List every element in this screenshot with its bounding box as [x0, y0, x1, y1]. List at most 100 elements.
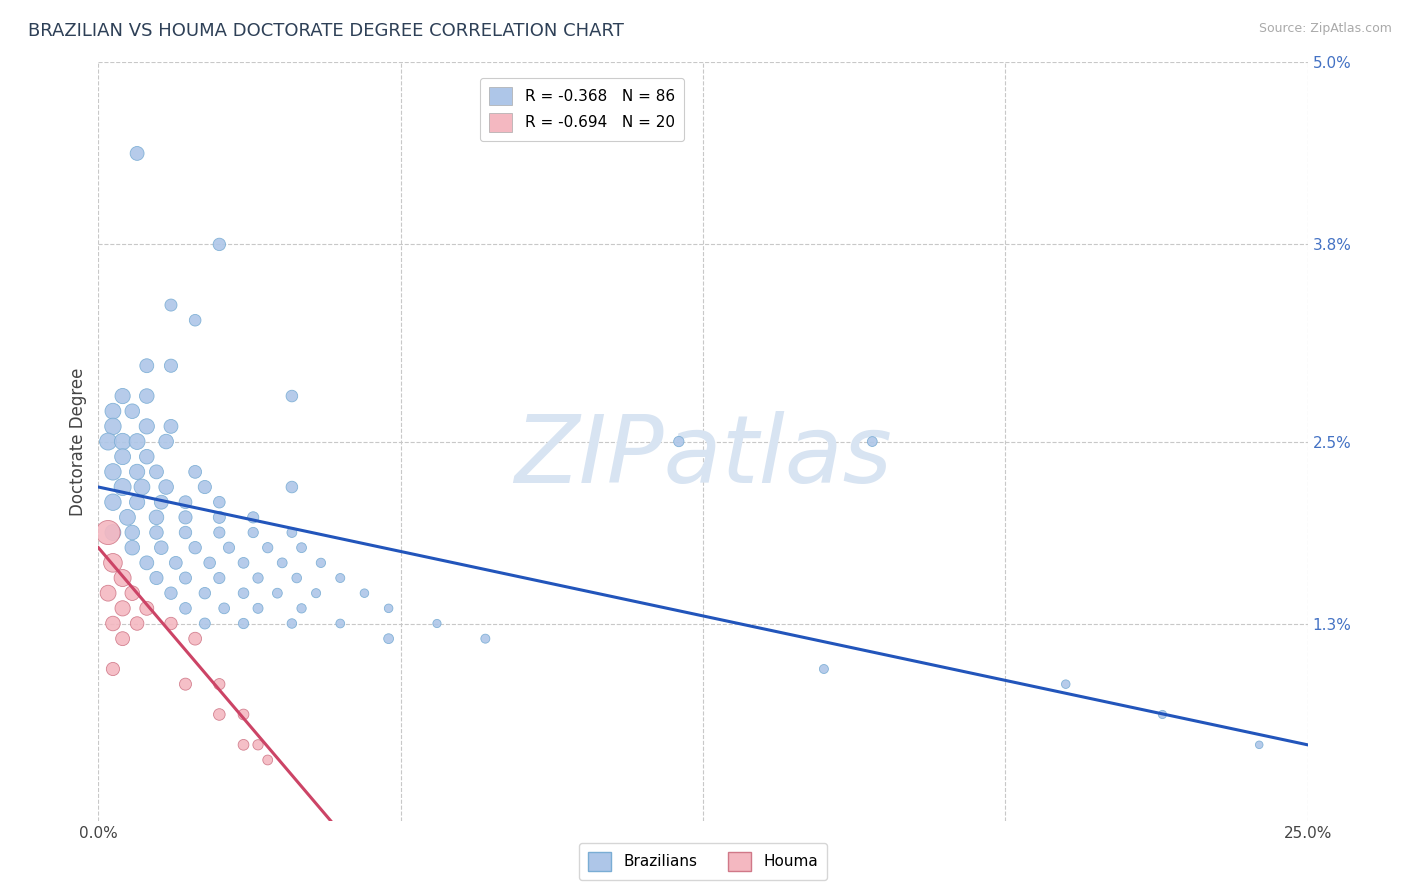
- Point: [208, 707, 231, 722]
- Point: [111, 434, 134, 449]
- Point: [174, 525, 197, 540]
- Point: [290, 541, 312, 555]
- Point: [1249, 738, 1271, 752]
- Point: [232, 707, 254, 722]
- Point: [145, 510, 167, 524]
- Point: [145, 465, 167, 479]
- Point: [256, 541, 278, 555]
- Point: [184, 465, 207, 479]
- Point: [121, 404, 143, 418]
- Point: [247, 601, 270, 615]
- Point: [127, 616, 149, 631]
- Point: [309, 556, 332, 570]
- Point: [160, 586, 183, 600]
- Point: [194, 616, 217, 631]
- Point: [208, 237, 231, 252]
- Point: [174, 495, 197, 509]
- Point: [121, 525, 143, 540]
- Point: [242, 510, 264, 524]
- Point: [198, 556, 221, 570]
- Point: [111, 632, 134, 646]
- Point: [218, 541, 240, 555]
- Text: ZIPatlas: ZIPatlas: [515, 411, 891, 502]
- Text: Source: ZipAtlas.com: Source: ZipAtlas.com: [1258, 22, 1392, 36]
- Point: [474, 632, 496, 646]
- Point: [127, 495, 149, 509]
- Point: [174, 510, 197, 524]
- Point: [131, 480, 153, 494]
- Point: [281, 480, 304, 494]
- Point: [127, 146, 149, 161]
- Point: [668, 434, 690, 449]
- Legend: R = -0.368   N = 86, R = -0.694   N = 20: R = -0.368 N = 86, R = -0.694 N = 20: [481, 78, 683, 141]
- Point: [281, 389, 304, 403]
- Point: [160, 616, 183, 631]
- Point: [426, 616, 449, 631]
- Point: [165, 556, 187, 570]
- Point: [111, 571, 134, 585]
- Point: [285, 571, 308, 585]
- Point: [329, 616, 352, 631]
- Point: [101, 404, 124, 418]
- Point: [160, 419, 183, 434]
- Point: [155, 480, 177, 494]
- Point: [208, 510, 231, 524]
- Point: [208, 677, 231, 691]
- Point: [281, 525, 304, 540]
- Point: [174, 677, 197, 691]
- Point: [97, 586, 120, 600]
- Point: [266, 586, 288, 600]
- Point: [127, 434, 149, 449]
- Point: [135, 359, 157, 373]
- Point: [97, 525, 120, 540]
- Point: [194, 586, 217, 600]
- Point: [101, 419, 124, 434]
- Point: [111, 480, 134, 494]
- Point: [271, 556, 294, 570]
- Point: [145, 525, 167, 540]
- Point: [121, 541, 143, 555]
- Point: [212, 601, 235, 615]
- Point: [111, 601, 134, 615]
- Point: [208, 525, 231, 540]
- Point: [135, 450, 157, 464]
- Point: [194, 480, 217, 494]
- Point: [247, 738, 270, 752]
- Point: [377, 632, 399, 646]
- Point: [184, 541, 207, 555]
- Point: [101, 495, 124, 509]
- Point: [117, 510, 139, 524]
- Point: [97, 434, 120, 449]
- Point: [155, 434, 177, 449]
- Point: [174, 601, 197, 615]
- Point: [160, 359, 183, 373]
- Point: [377, 601, 399, 615]
- Point: [232, 586, 254, 600]
- Point: [290, 601, 312, 615]
- Point: [242, 525, 264, 540]
- Point: [101, 616, 124, 631]
- Point: [353, 586, 375, 600]
- Point: [232, 556, 254, 570]
- Text: BRAZILIAN VS HOUMA DOCTORATE DEGREE CORRELATION CHART: BRAZILIAN VS HOUMA DOCTORATE DEGREE CORR…: [28, 22, 624, 40]
- Point: [208, 495, 231, 509]
- Point: [232, 738, 254, 752]
- Point: [101, 662, 124, 676]
- Point: [135, 601, 157, 615]
- Point: [145, 571, 167, 585]
- Point: [305, 586, 328, 600]
- Point: [150, 495, 173, 509]
- Point: [281, 616, 304, 631]
- Point: [127, 465, 149, 479]
- Point: [813, 662, 835, 676]
- Point: [184, 632, 207, 646]
- Point: [111, 450, 134, 464]
- Point: [860, 434, 883, 449]
- Point: [150, 541, 173, 555]
- Point: [1152, 707, 1174, 722]
- Point: [101, 525, 124, 540]
- Legend: Brazilians, Houma: Brazilians, Houma: [579, 843, 827, 880]
- Y-axis label: Doctorate Degree: Doctorate Degree: [69, 368, 87, 516]
- Point: [329, 571, 352, 585]
- Point: [208, 571, 231, 585]
